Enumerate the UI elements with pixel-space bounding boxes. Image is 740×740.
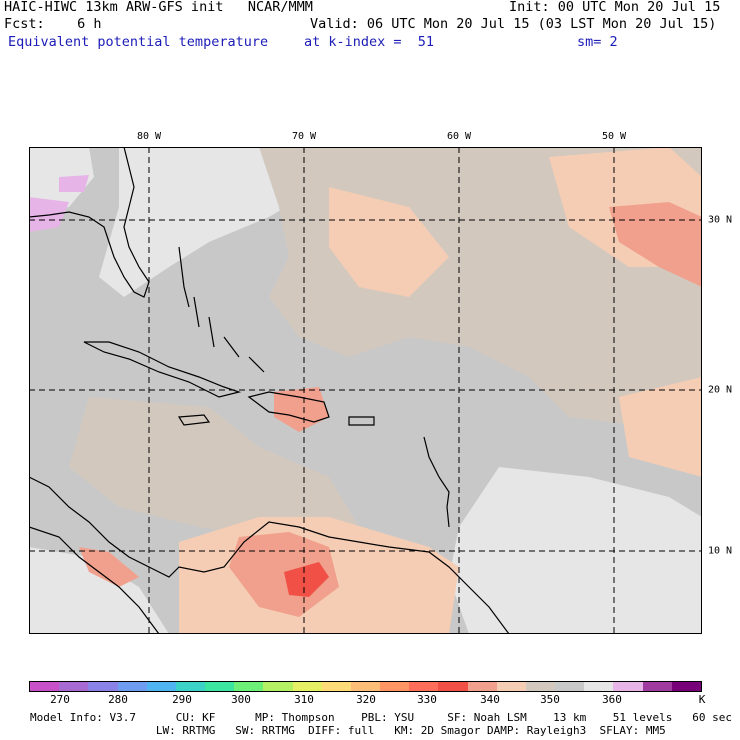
coast-puerto-rico: [348, 416, 375, 426]
model-info-line2: LW: RRTMG SW: RRTMG DIFF: full KM: 2D Sm…: [30, 724, 666, 737]
coast-lesser-antilles: [423, 436, 450, 528]
model-title: HAIC-HIWC 13km ARW-GFS init NCAR/MMM: [4, 0, 313, 15]
lon-label-70w: 70 W: [291, 131, 317, 142]
map-svg: [29, 147, 702, 634]
field-light-pacific: [29, 547, 169, 634]
colorbar-swatch: [117, 682, 147, 691]
field-lavender-florida: [59, 175, 89, 192]
lon-label-80w: 80 W: [136, 131, 162, 142]
colorbar-swatch: [642, 682, 672, 691]
coast-jamaica: [177, 414, 211, 426]
init-time: Init: 00 UTC Mon 20 Jul 15: [509, 0, 721, 15]
colorbar-swatch: [59, 682, 89, 691]
colorbar-swatch: [555, 682, 585, 691]
colorbar-tick-320: 320: [356, 693, 376, 706]
field-salmon-venezuela: [229, 532, 339, 617]
field-tan-caribbean: [69, 397, 359, 542]
colorbar-tick-280: 280: [108, 693, 128, 706]
colorbar: [29, 681, 702, 692]
colorbar-tick-290: 290: [172, 693, 192, 706]
smoothing-info: sm= 2: [577, 34, 618, 50]
colorbar-swatch: [584, 682, 614, 691]
colorbar-unit: K: [698, 693, 706, 706]
coast-bahamas: [178, 246, 265, 373]
model-info-line1: Model Info: V3.7 CU: KF MP: Thompson PBL…: [30, 711, 732, 724]
map-border: [29, 147, 702, 634]
colorbar-swatch: [409, 682, 439, 691]
field-salmon-central-america: [79, 547, 139, 587]
field-peach-east: [619, 377, 702, 477]
colorbar-swatch: [671, 682, 701, 691]
map-panel: [29, 147, 702, 634]
lon-label-60w: 60 W: [446, 131, 472, 142]
coast-hispaniola: [247, 391, 330, 423]
colorbar-swatch: [525, 682, 556, 691]
field-salmon-hispaniola: [274, 387, 329, 432]
coast-pacific: [29, 526, 160, 634]
colorbar-tick-270: 270: [50, 693, 70, 706]
colorbar-tick-300: 300: [231, 693, 251, 706]
field-red-venezuela: [284, 562, 329, 597]
field-light-southeast: [449, 467, 702, 634]
field-salmon-northeast: [609, 202, 702, 287]
colorbar-swatch: [263, 682, 293, 691]
colorbar-swatch: [467, 682, 497, 691]
lat-label-10n: 10 N: [708, 545, 733, 557]
coast-cuba: [83, 341, 242, 398]
colorbar-swatch: [30, 682, 60, 691]
colorbar-swatch: [175, 682, 206, 691]
colorbar-swatch: [496, 682, 526, 691]
lat-label-20n: 20 N: [708, 384, 733, 396]
colorbar-swatch: [438, 682, 468, 691]
colorbar-swatch: [380, 682, 410, 691]
level-info: at k-index = 51: [304, 34, 435, 50]
colorbar-tick-310: 310: [294, 693, 314, 706]
colorbar-swatch: [205, 682, 235, 691]
field-peach-center: [329, 187, 449, 297]
colorbar-swatch: [292, 682, 322, 691]
colorbar-tick-360: 360: [602, 693, 622, 706]
colorbar-swatch: [350, 682, 381, 691]
lat-label-30n: 30 N: [708, 214, 733, 226]
colorbar-swatch: [88, 682, 118, 691]
coastlines: [29, 147, 510, 634]
colorbar-swatch: [613, 682, 643, 691]
colorbar-swatch: [146, 682, 176, 691]
coast-florida-gulf: [29, 147, 150, 298]
gridlines: [29, 147, 702, 634]
lon-label-50w: 50 W: [601, 131, 627, 142]
colorbar-tick-350: 350: [540, 693, 560, 706]
coast-central-south-america: [29, 476, 510, 634]
forecast-hour: Fcst: 6 h: [4, 16, 102, 32]
field-name: Equivalent potential temperature: [8, 34, 269, 50]
colorbar-swatch: [321, 682, 351, 691]
colorbar-swatch: [234, 682, 264, 691]
valid-time: Valid: 06 UTC Mon 20 Jul 15 (03 LST Mon …: [310, 16, 717, 32]
colorbar-tick-340: 340: [480, 693, 500, 706]
colorbar-tick-330: 330: [417, 693, 437, 706]
